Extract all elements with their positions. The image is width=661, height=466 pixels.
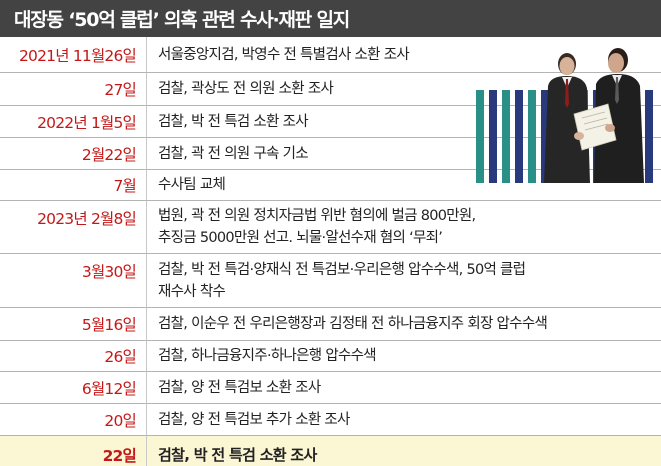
timeline-row: 3월30일 검찰, 박 전 특검·양재식 전 특검보·우리은행 압수수색, 50…: [0, 254, 661, 308]
timeline-row: 20일 검찰, 양 전 특검보 추가 소환 조사: [0, 404, 661, 436]
timeline-row: 2월22일 검찰, 곽 전 의원 구속 기소: [0, 138, 661, 170]
timeline-event: 검찰, 양 전 특검보 소환 조사: [147, 372, 661, 403]
timeline-event: 검찰, 곽 전 의원 구속 기소: [147, 138, 661, 169]
timeline-date: 22일: [0, 436, 147, 466]
timeline-date: 2022년 1월5일: [0, 106, 147, 137]
document-icon: [573, 103, 617, 151]
timeline-table: 2021년 11월26일 서울중앙지검, 박영수 전 특별검사 소환 조사 27…: [0, 37, 661, 466]
timeline-row: 27일 검찰, 곽상도 전 의원 소환 조사: [0, 73, 661, 106]
timeline-date: 27일: [0, 73, 147, 105]
timeline-date: 20일: [0, 404, 147, 435]
timeline-event: 검찰, 박 전 특검 소환 조사: [147, 436, 661, 466]
timeline-event-line: 법원, 곽 전 의원 정치자금법 위반 혐의에 벌금 800만원,: [158, 208, 476, 224]
timeline-event-line: 검찰, 박 전 특검 소환 조사: [158, 445, 317, 464]
timeline-date: 2021년 11월26일: [0, 37, 147, 72]
page-title-text: 대장동 ‘50억 클럽’ 의혹 관련 수사·재판 일지: [14, 9, 350, 31]
timeline-row: 26일 검찰, 하나금융지주·하나은행 압수수색: [0, 341, 661, 372]
timeline-event: 수사팀 교체: [147, 170, 661, 200]
timeline-event-line: 검찰, 이순우 전 우리은행장과 김정태 전 하나금융지주 회장 압수수색: [158, 316, 548, 332]
timeline-row: 6월12일 검찰, 양 전 특검보 소환 조사: [0, 372, 661, 404]
timeline-date: 6월12일: [0, 372, 147, 403]
timeline-event-line: 추징금 5000만원 선고. 뇌물·알선수재 혐의 ‘무죄’: [158, 230, 443, 246]
timeline-date: 2월22일: [0, 138, 147, 169]
timeline-event: 검찰, 이순우 전 우리은행장과 김정태 전 하나금융지주 회장 압수수색: [147, 308, 661, 340]
businessman-right: [594, 48, 644, 183]
timeline-event-line: 수사팀 교체: [158, 177, 226, 193]
timeline-row: 2022년 1월5일 검찰, 박 전 특검 소환 조사: [0, 106, 661, 138]
timeline-row: 2021년 11월26일 서울중앙지검, 박영수 전 특별검사 소환 조사: [0, 37, 661, 73]
businessman-left: [544, 53, 590, 183]
timeline-event-line: 검찰, 양 전 특검보 추가 소환 조사: [158, 411, 350, 428]
timeline-event-line: 재수사 착수: [158, 283, 226, 300]
timeline-date: 5월16일: [0, 308, 147, 340]
timeline-event: 검찰, 박 전 특검 소환 조사: [147, 106, 661, 137]
timeline-row-latest: 22일 검찰, 박 전 특검 소환 조사: [0, 436, 661, 466]
timeline-event-line: 검찰, 박 전 특검·양재식 전 특검보·우리은행 압수수색, 50억 클럽: [158, 261, 526, 278]
timeline-event-line: 검찰, 곽상도 전 의원 소환 조사: [158, 81, 334, 97]
page-title: 대장동 ‘50억 클럽’ 의혹 관련 수사·재판 일지: [0, 0, 661, 37]
timeline-row: 2023년 2월8일 법원, 곽 전 의원 정치자금법 위반 혐의에 벌금 80…: [0, 201, 661, 254]
businessmen-reviewing-document-icon: [476, 48, 653, 183]
timeline-event-line: 서울중앙지검, 박영수 전 특별검사 소환 조사: [158, 46, 410, 63]
timeline-event: 검찰, 박 전 특검·양재식 전 특검보·우리은행 압수수색, 50억 클럽 재…: [147, 254, 661, 307]
timeline-event-line: 검찰, 하나금융지주·하나은행 압수수색: [158, 348, 377, 364]
timeline-date: 26일: [0, 341, 147, 371]
timeline-event: 서울중앙지검, 박영수 전 특별검사 소환 조사: [147, 37, 661, 72]
timeline-date: 3월30일: [0, 254, 147, 307]
timeline-event-line: 검찰, 박 전 특검 소환 조사: [158, 113, 309, 130]
timeline-date: 2023년 2월8일: [0, 201, 147, 253]
timeline-event-line: 검찰, 곽 전 의원 구속 기소: [158, 145, 309, 162]
timeline-row: 7월 수사팀 교체: [0, 170, 661, 201]
timeline-date: 7월: [0, 170, 147, 200]
timeline-event-line: 검찰, 양 전 특검보 소환 조사: [158, 379, 321, 396]
timeline-event: 검찰, 양 전 특검보 추가 소환 조사: [147, 404, 661, 435]
timeline-event: 검찰, 하나금융지주·하나은행 압수수색: [147, 341, 661, 371]
timeline-row: 5월16일 검찰, 이순우 전 우리은행장과 김정태 전 하나금융지주 회장 압…: [0, 308, 661, 341]
timeline-event: 검찰, 곽상도 전 의원 소환 조사: [147, 73, 661, 105]
timeline-event: 법원, 곽 전 의원 정치자금법 위반 혐의에 벌금 800만원, 추징금 50…: [147, 201, 661, 253]
